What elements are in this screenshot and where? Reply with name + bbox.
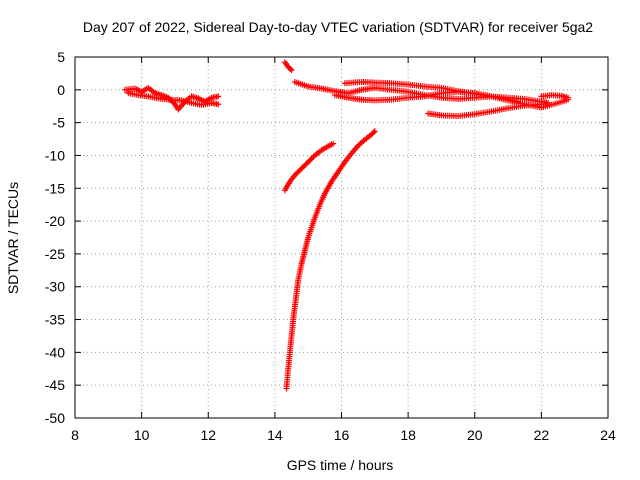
data-point: [297, 166, 304, 173]
y-tick-label: -50: [45, 410, 65, 426]
series-9: [281, 140, 337, 194]
x-tick-label: 16: [334, 427, 350, 443]
data-point: [538, 101, 545, 108]
y-tick-label: -25: [45, 246, 65, 262]
y-tick-labels: 5 0 -5 -10 -15 -20 -25 -30 -35 -40 -45 -50: [45, 49, 65, 426]
x-axis-label: GPS time / hours: [287, 457, 394, 473]
data-point: [293, 170, 300, 177]
series-7: [425, 101, 545, 120]
y-axis-label: SDTVAR / TECUs: [5, 182, 21, 294]
series-10: [283, 128, 378, 392]
data-point: [305, 159, 312, 166]
x-tick-label: 14: [267, 427, 283, 443]
series-2: [125, 90, 222, 108]
series-3: [281, 59, 295, 74]
data-point: [215, 93, 222, 100]
y-tick-label: -30: [45, 279, 65, 295]
data-point: [299, 164, 306, 171]
data-point: [303, 160, 310, 167]
data-point: [298, 165, 305, 172]
data-point: [309, 155, 316, 162]
y-tick-label: -10: [45, 147, 65, 163]
y-tick-label: -5: [53, 115, 66, 131]
data-point: [301, 162, 308, 169]
series-1: [121, 84, 222, 113]
x-tick-label: 22: [534, 427, 550, 443]
y-tick-label: -35: [45, 312, 65, 328]
data-point: [310, 153, 317, 160]
data-points: [121, 59, 572, 392]
data-point: [294, 169, 301, 176]
chart-title: Day 207 of 2022, Sidereal Day-to-day VTE…: [83, 19, 593, 35]
y-tick-label: -15: [45, 180, 65, 196]
x-tick-label: 12: [200, 427, 216, 443]
data-point: [565, 94, 572, 101]
x-tick-label: 10: [134, 427, 150, 443]
data-point: [370, 129, 377, 136]
data-point: [371, 128, 378, 135]
plot-frame: [74, 56, 609, 419]
y-tick-label: -40: [45, 344, 65, 360]
data-point: [288, 67, 295, 74]
data-point: [215, 101, 222, 108]
data-point: [295, 168, 302, 175]
data-point: [302, 161, 309, 168]
data-point: [287, 66, 294, 73]
x-tick-label: 8: [71, 427, 79, 443]
y-tick-label: -20: [45, 213, 65, 229]
x-tick-labels: 8 10 12 14 16 18 20 22 24: [71, 427, 616, 443]
y-tick-label: 0: [57, 82, 65, 98]
data-point: [330, 140, 337, 147]
data-point: [306, 157, 313, 164]
x-tick-label: 24: [600, 427, 616, 443]
grid-lines: [74, 56, 609, 419]
data-point: [291, 172, 298, 179]
y-tick-label: -45: [45, 377, 65, 393]
x-tick-label: 20: [467, 427, 483, 443]
x-tick-label: 18: [400, 427, 416, 443]
series-8: [538, 92, 572, 101]
data-point: [307, 156, 314, 163]
y-tick-label: 5: [57, 49, 65, 65]
